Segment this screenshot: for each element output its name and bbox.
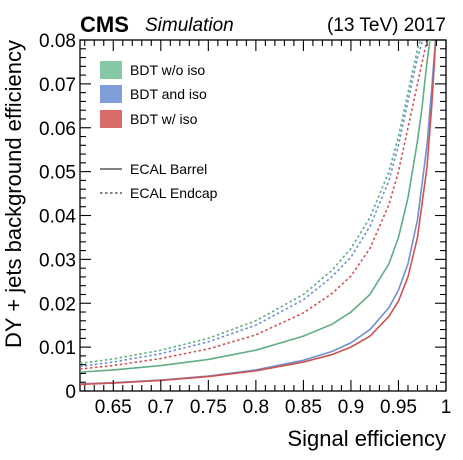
y-tick-label: 0.06	[39, 119, 76, 140]
y-tick-label: 0	[65, 382, 76, 403]
x-tick-label: 1	[441, 397, 452, 418]
legend-swatch	[100, 110, 122, 128]
tick-labels-layer: 0.65 0.7 0.75 0.8 0.85 0.9 0.95 1 0 0.01 0.02 0.03 0…	[39, 31, 451, 418]
curve-bdt-and-iso-ecal-barrel	[80, 40, 437, 385]
curve-bdt-and-iso-ecal-endcap	[80, 40, 424, 368]
curve-bdt-w-o-iso-ecal-endcap	[80, 40, 422, 365]
y-tick-label: 0.01	[39, 338, 76, 359]
y-tick-label: 0.03	[39, 250, 76, 271]
legend-label: BDT w/ iso	[130, 111, 198, 127]
y-tick-label: 0.07	[39, 75, 76, 96]
legend-label: BDT and iso	[130, 86, 207, 102]
x-tick-label: 0.7	[148, 397, 174, 418]
x-tick-label: 0.9	[338, 397, 364, 418]
x-tick-label: 0.8	[243, 397, 269, 418]
curve-bdt-w-iso-ecal-endcap	[80, 40, 428, 370]
legend-swatch	[100, 61, 122, 79]
ticks-layer	[80, 39, 447, 392]
x-tick-label: 0.85	[285, 397, 322, 418]
curve-bdt-w-o-iso-ecal-barrel	[80, 40, 431, 373]
legend-swatch	[100, 85, 122, 103]
x-tick-label: 0.65	[95, 397, 132, 418]
legend-label: ECAL Barrel	[130, 161, 207, 177]
y-tick-label: 0.04	[39, 207, 76, 228]
legend-label: ECAL Endcap	[130, 185, 218, 201]
curve-bdt-w-iso-ecal-barrel	[80, 40, 437, 386]
curves-layer	[80, 40, 437, 386]
legend: BDT w/o iso BDT and iso BDT w/ iso ECAL Bar…	[100, 61, 218, 201]
x-tick-label: 0.95	[380, 397, 417, 418]
legend-label: BDT w/o iso	[130, 62, 205, 78]
x-tick-label: 0.75	[190, 397, 227, 418]
x-axis-title: Signal efficiency	[287, 426, 446, 451]
y-tick-label: 0.05	[39, 163, 76, 184]
experiment-label: CMS	[80, 12, 129, 37]
qualifier-label: Simulation	[145, 15, 234, 36]
energy-year-label: (13 TeV) 2017	[327, 15, 446, 36]
y-tick-label: 0.08	[39, 31, 76, 52]
y-tick-label: 0.02	[39, 294, 76, 315]
y-axis-title: DY + jets background efficiency	[1, 40, 26, 348]
